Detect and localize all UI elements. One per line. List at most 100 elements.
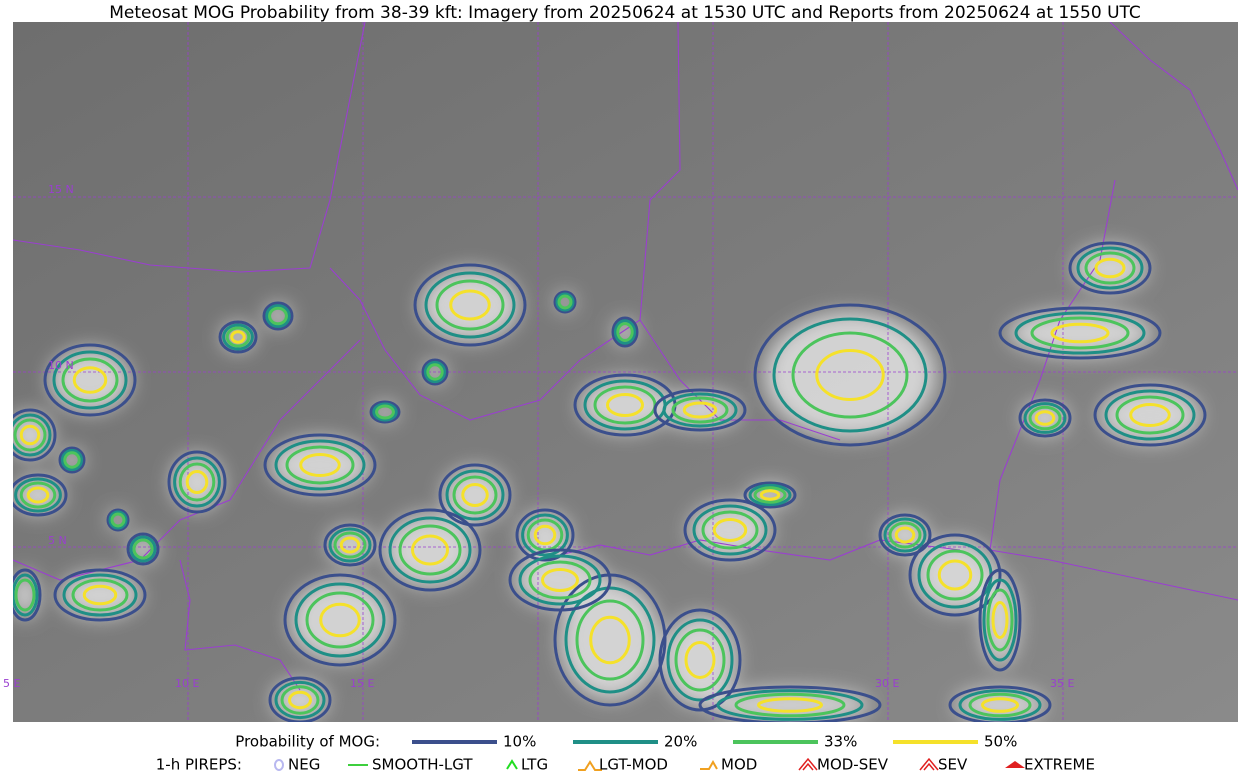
cloud: [664, 615, 736, 705]
contour: [518, 554, 602, 606]
contour: [692, 504, 768, 556]
contour: [53, 568, 147, 622]
contour: [398, 524, 462, 576]
contour: [167, 450, 227, 514]
contour: [759, 489, 781, 501]
contour: [553, 290, 577, 314]
lon-label: 30 E: [875, 677, 899, 690]
lat-label: 10 N: [48, 359, 74, 372]
legend-item: SMOOTH-LGT: [372, 756, 473, 774]
contour: [369, 400, 401, 424]
contour: [748, 483, 792, 507]
contour: [13, 568, 42, 622]
contour: [521, 513, 569, 557]
contour: [375, 404, 395, 420]
pirep-icon: [802, 762, 814, 771]
lat-label: 15 N: [48, 183, 74, 196]
contour: [13, 413, 52, 457]
contour: [1014, 311, 1146, 355]
contour: [968, 692, 1032, 718]
contour: [63, 451, 81, 469]
contour: [268, 306, 288, 326]
contour: [299, 453, 341, 477]
contour: [218, 320, 258, 354]
contour: [378, 508, 482, 592]
contour: [613, 319, 637, 345]
contour: [878, 513, 932, 557]
contour: [52, 350, 128, 410]
contour: [991, 601, 1009, 639]
legend-item: 33%: [824, 733, 857, 751]
contour: [14, 578, 36, 612]
contour: [263, 433, 377, 497]
lon-label: 15 E: [350, 677, 374, 690]
contour: [280, 685, 320, 715]
contour: [1028, 405, 1062, 431]
contour: [753, 486, 787, 504]
pirep-icon: [919, 757, 939, 771]
contour: [43, 343, 137, 417]
contour: [82, 584, 118, 606]
contour: [265, 304, 291, 328]
contour: [606, 393, 644, 417]
legend-item: 50%: [984, 733, 1017, 751]
pirep-icon: [578, 760, 602, 771]
legend-item: LGT-MOD: [599, 756, 668, 774]
contour: [958, 689, 1042, 721]
legend-item: NEG: [288, 756, 320, 774]
contour: [575, 599, 645, 681]
contour: [772, 317, 928, 433]
contour: [19, 424, 41, 446]
contour: [683, 498, 777, 562]
contour: [926, 549, 984, 601]
contour: [288, 690, 312, 710]
legend-item: SEV: [938, 756, 968, 774]
contour: [998, 306, 1162, 360]
contour: [682, 401, 718, 419]
contour: [185, 470, 209, 494]
contour: [908, 533, 1002, 617]
contour: [1034, 410, 1056, 426]
contour: [757, 697, 823, 713]
legend-label: 1-h PIREPS:: [156, 756, 242, 774]
contour: [555, 292, 575, 312]
cloud: [560, 581, 660, 699]
contour: [262, 301, 294, 331]
contour: [71, 578, 129, 612]
contour: [734, 692, 846, 718]
contour: [388, 516, 472, 584]
contour: [26, 486, 50, 504]
contour: [611, 316, 639, 348]
contour: [948, 685, 1052, 722]
contour: [653, 388, 747, 432]
probability-contours: [13, 241, 1207, 722]
contour: [986, 588, 1014, 652]
legend-label: Probability of MOG:: [235, 733, 380, 751]
legend-item: 20%: [664, 733, 697, 751]
contour: [294, 582, 386, 658]
legend-item: LTG: [521, 756, 548, 774]
contour: [1050, 322, 1110, 344]
contour: [339, 536, 361, 554]
contour: [1093, 383, 1207, 447]
contour: [72, 366, 108, 394]
contour: [19, 481, 57, 509]
map: [13, 22, 1238, 722]
contour: [452, 475, 498, 515]
contour: [421, 358, 449, 386]
cloud: [914, 539, 996, 611]
legend-item: EXTREME: [1024, 756, 1095, 774]
contour: [413, 263, 527, 347]
contour: [528, 560, 592, 600]
contour: [230, 330, 246, 344]
cloud: [420, 269, 520, 341]
contour: [1018, 398, 1072, 438]
cloud: [764, 312, 936, 438]
contour: [108, 510, 128, 530]
contour: [1076, 246, 1144, 290]
contour: [60, 448, 84, 472]
contour: [888, 521, 922, 549]
contour: [435, 279, 505, 331]
contour: [110, 512, 126, 528]
legend-item: 10%: [503, 733, 536, 751]
